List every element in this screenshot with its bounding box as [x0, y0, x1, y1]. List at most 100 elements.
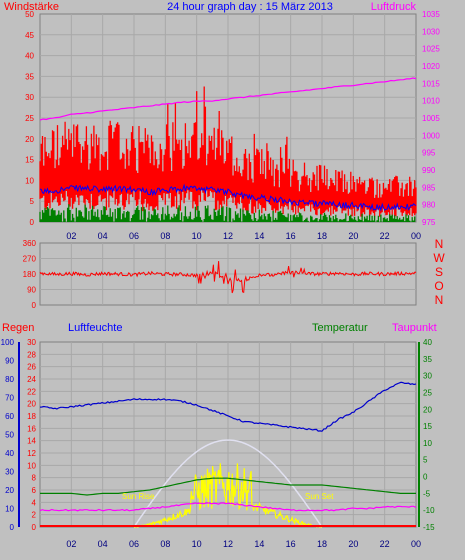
wind-tick-label: 50	[25, 10, 34, 19]
x-tick-label-bottom: 00	[411, 539, 421, 549]
rain-tick-label: 2	[32, 511, 37, 520]
pressure-tick-label: 1020	[422, 62, 440, 71]
wind-tick-label: 40	[25, 52, 34, 61]
humidity-tick-label: 60	[5, 412, 14, 421]
pressure-series	[39, 77, 417, 121]
pressure-tick-label: 990	[422, 166, 436, 175]
pressure-tick-label: 1035	[422, 10, 440, 19]
pressure-tick-label: 985	[422, 183, 436, 192]
x-tick-label-bottom: 20	[348, 539, 358, 549]
x-tick-label-bottom: 22	[380, 539, 390, 549]
rain-tick-label: 4	[32, 498, 37, 507]
rain-tick-label: 16	[27, 424, 36, 433]
temperature-tick-label: -15	[423, 523, 435, 532]
sunset-label: Sun Set	[305, 492, 334, 501]
wind-tick-label: 15	[25, 156, 34, 165]
humidity-tick-label: 80	[5, 375, 14, 384]
rain-tick-label: 8	[32, 474, 37, 483]
humidity-tick-label: 90	[5, 357, 14, 366]
wind-tick-label: 20	[25, 135, 34, 144]
rain-tick-label: 24	[27, 375, 36, 384]
temperature-tick-label: 40	[423, 338, 432, 347]
x-tick-label-bottom: 16	[286, 539, 296, 549]
direction-letter: S	[435, 265, 443, 279]
rain-tick-label: 12	[27, 449, 36, 458]
wind-tick-label: 10	[25, 176, 34, 185]
chart-title: 24 hour graph day : 15 März 2013	[167, 1, 333, 13]
pressure-tick-label: 1000	[422, 131, 440, 140]
wind-title: Windstärke	[4, 1, 59, 13]
humidity-tick-label: 50	[5, 431, 14, 440]
x-tick-label-top: 14	[254, 231, 264, 241]
rain-tick-label: 26	[27, 363, 36, 372]
humidity-tick-label: 70	[5, 394, 14, 403]
x-tick-label-top: 18	[317, 231, 327, 241]
x-tick-label-top: 22	[380, 231, 390, 241]
x-tick-label-bottom: 04	[98, 539, 108, 549]
pressure-tick-label: 1030	[422, 27, 440, 36]
x-tick-label-bottom: 14	[254, 539, 264, 549]
wind-avg-series	[39, 183, 417, 212]
dewpoint-series	[39, 502, 417, 512]
temperature-tick-label: 20	[423, 405, 432, 414]
x-tick-label-top: 08	[160, 231, 170, 241]
direction-tick-label: 90	[27, 286, 36, 295]
direction-tick-label: 180	[23, 270, 37, 279]
rain-tick-label: 20	[27, 400, 36, 409]
temperature-tick-label: 35	[423, 355, 432, 364]
rain-tick-label: 10	[27, 461, 36, 470]
x-tick-label-bottom: 06	[129, 539, 139, 549]
x-tick-label-bottom: 10	[192, 539, 202, 549]
x-tick-label-top: 00	[411, 231, 421, 241]
pressure-tick-label: 1025	[422, 45, 440, 54]
temperature-tick-label: 30	[423, 372, 432, 381]
temperature-tick-label: 15	[423, 422, 432, 431]
direction-letter: N	[435, 237, 444, 251]
wind-tick-label: 0	[30, 218, 35, 227]
rain-tick-label: 14	[27, 437, 36, 446]
sunrise-label: Sun Rise	[122, 492, 155, 501]
humidity-tick-label: 30	[5, 468, 14, 477]
x-tick-label-top: 06	[129, 231, 139, 241]
x-tick-label-bottom: 18	[317, 539, 327, 549]
x-tick-label-bottom: 02	[66, 539, 76, 549]
x-tick-label-top: 12	[223, 231, 233, 241]
wind-tick-label: 5	[30, 197, 35, 206]
pressure-tick-label: 1005	[422, 114, 440, 123]
pressure-tick-label: 995	[422, 149, 436, 158]
wind-tick-label: 45	[25, 31, 34, 40]
temperature-tick-label: -5	[423, 489, 431, 498]
direction-tick-label: 360	[23, 239, 37, 248]
wind-tick-label: 25	[25, 114, 34, 123]
humidity-tick-label: 20	[5, 486, 14, 495]
humidity-tick-label: 40	[5, 449, 14, 458]
temperature-tick-label: -10	[423, 506, 435, 515]
rain-label: Regen	[2, 322, 34, 334]
pressure-title: Luftdruck	[371, 1, 417, 13]
solar-potential-curve	[133, 439, 323, 528]
x-tick-label-bottom: 12	[223, 539, 233, 549]
temperature-tick-label: 25	[423, 388, 432, 397]
rain-tick-label: 22	[27, 387, 36, 396]
rain-tick-label: 28	[27, 350, 36, 359]
humidity-series	[39, 381, 417, 432]
direction-letter: W	[433, 251, 445, 265]
humidity-tick-label: 100	[1, 338, 15, 347]
x-tick-label-bottom: 08	[160, 539, 170, 549]
temperature-series	[40, 477, 416, 496]
wind-tick-label: 30	[25, 93, 34, 102]
direction-tick-label: 0	[32, 301, 37, 310]
humidity-tick-label: 10	[5, 505, 14, 514]
wind-tick-label: 35	[25, 72, 34, 81]
x-tick-label-top: 10	[192, 231, 202, 241]
rain-tick-label: 0	[32, 523, 37, 532]
wind-min-series	[39, 204, 416, 222]
pressure-tick-label: 1015	[422, 79, 440, 88]
direction-letter: O	[434, 279, 443, 293]
x-tick-label-top: 02	[66, 231, 76, 241]
temperature-tick-label: 0	[423, 473, 428, 482]
direction-tick-label: 270	[23, 255, 37, 264]
wind-direction-series	[39, 261, 417, 294]
